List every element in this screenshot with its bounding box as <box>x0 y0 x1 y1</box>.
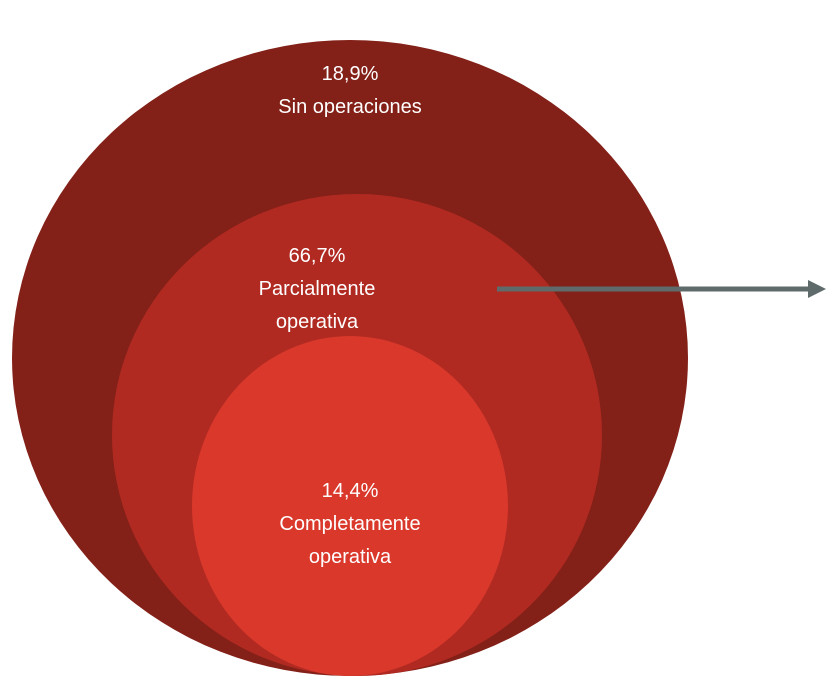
middle-label: 66,7% Parcialmente operativa <box>242 240 392 339</box>
value-label: 66,7% <box>288 245 346 267</box>
inner-circle <box>192 336 508 676</box>
node-label: Completamente operativa <box>279 513 421 568</box>
node-label: Sin operaciones <box>278 96 422 118</box>
value-label: 18,9% <box>321 63 379 85</box>
arrow-head <box>808 280 826 298</box>
node-label: Parcialmente operativa <box>258 278 376 333</box>
outer-label: 18,9% Sin operaciones <box>230 58 470 124</box>
value-label: 14,4% <box>321 480 379 502</box>
inner-label: 14,4% Completamente operativa <box>240 475 460 574</box>
